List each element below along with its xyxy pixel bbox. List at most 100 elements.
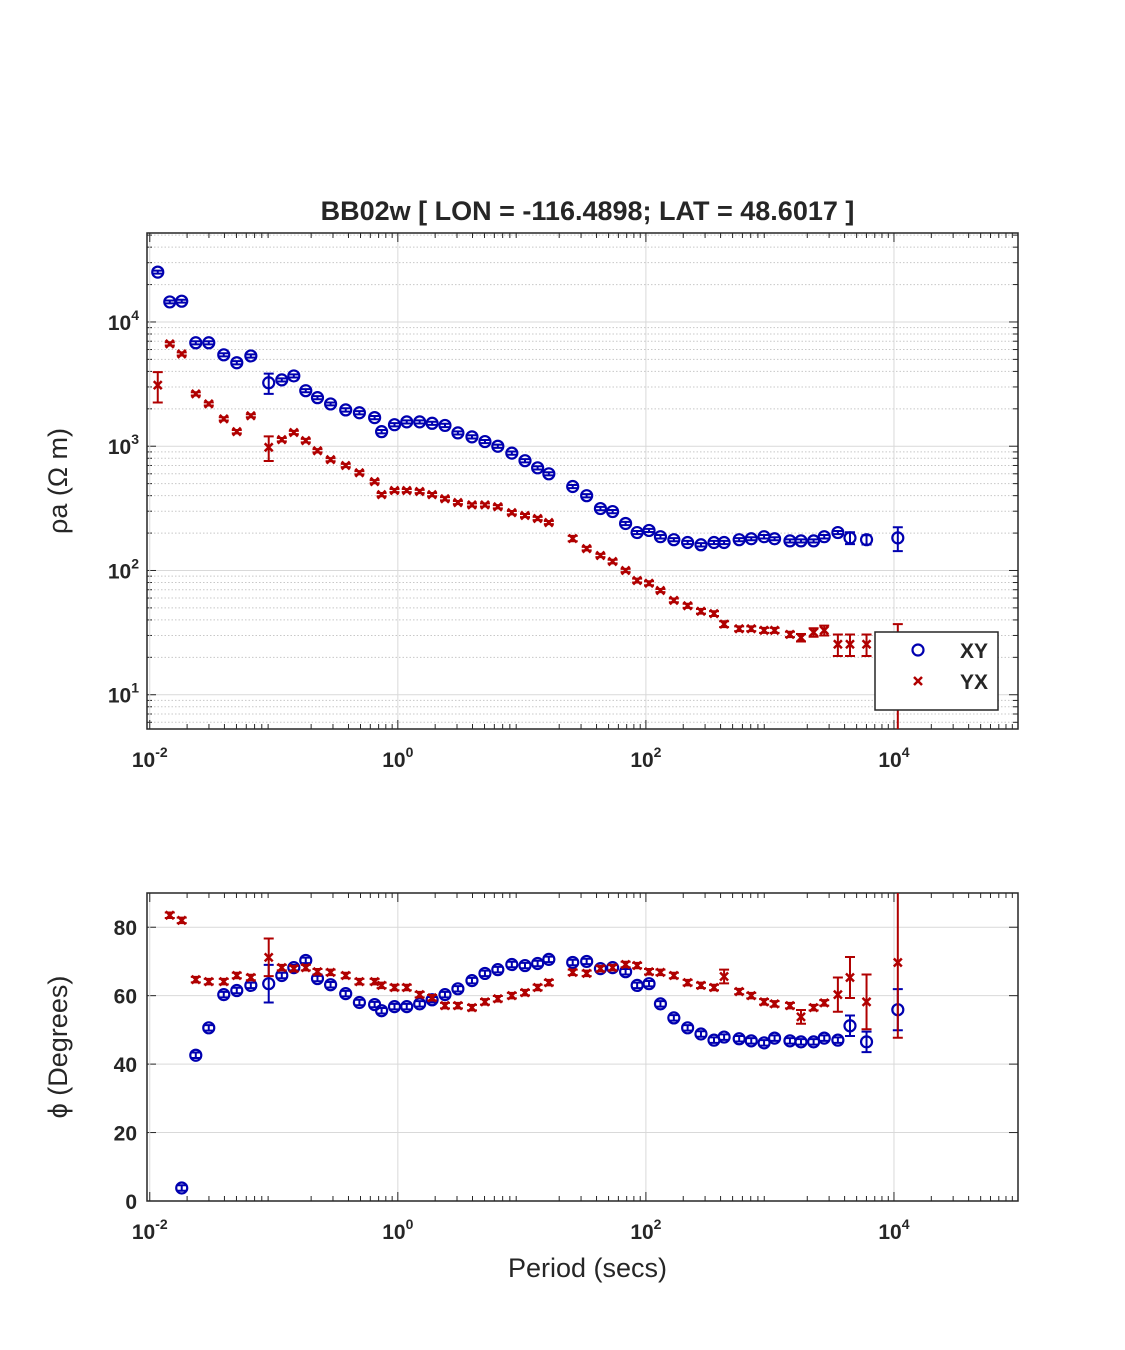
point: [694, 1027, 708, 1041]
point: [694, 538, 708, 552]
error-bar: [734, 537, 745, 543]
point: [819, 625, 830, 636]
point: [682, 977, 693, 988]
error-bar: [695, 542, 706, 548]
point: [176, 349, 187, 359]
point: [202, 1021, 216, 1035]
axes-box: [146, 892, 1019, 1202]
error-bar: [769, 1034, 780, 1042]
point: [653, 997, 668, 1011]
point: [769, 625, 780, 636]
error-bar: [620, 520, 631, 527]
legend-symbol: [913, 676, 923, 686]
error-bar: [245, 981, 256, 990]
y-axis-label: ϕ (Degrees): [43, 976, 73, 1119]
point: [354, 467, 365, 478]
point: [300, 962, 311, 973]
point: [414, 989, 425, 1000]
point: [152, 380, 163, 391]
error-bar: [312, 395, 323, 401]
point: [175, 294, 189, 308]
point: [543, 517, 554, 528]
point: [843, 531, 857, 545]
error-bar: [632, 981, 643, 990]
error-bar: [176, 1184, 187, 1192]
point: [369, 476, 380, 487]
error-bar: [808, 1038, 819, 1046]
point: [807, 534, 821, 548]
point: [832, 989, 843, 1000]
point: [262, 977, 276, 991]
point: [231, 426, 242, 437]
error-bar: [607, 508, 618, 515]
point: [340, 970, 351, 981]
point: [465, 974, 479, 988]
point: [667, 533, 681, 547]
error-bar: [682, 1024, 693, 1032]
legend-label: YX: [960, 671, 988, 694]
point: [217, 348, 231, 362]
error-bar: [532, 959, 543, 968]
point: [440, 1000, 450, 1011]
point: [176, 915, 187, 926]
error-bar: [719, 1033, 730, 1041]
point: [607, 556, 618, 567]
error-bar: [203, 340, 214, 346]
error-bar: [245, 353, 256, 359]
axes-box: [146, 232, 1019, 730]
point: [682, 600, 693, 611]
point: [744, 1034, 758, 1048]
error-bar: [746, 1037, 757, 1045]
point: [189, 1048, 203, 1062]
point: [759, 996, 769, 1007]
point: [891, 531, 905, 545]
y-axis-label: ρa (Ω m): [43, 428, 73, 534]
point: [164, 339, 175, 349]
point: [717, 535, 731, 550]
y-tick-label: 103: [108, 431, 139, 459]
point: [520, 510, 530, 521]
error-bar: [644, 979, 655, 988]
y-tick-label: 60: [114, 986, 137, 1009]
error-bar: [844, 1014, 855, 1038]
point: [300, 435, 311, 446]
point: [794, 1035, 808, 1049]
point: [593, 962, 608, 976]
error-bar: [414, 1000, 425, 1008]
point: [757, 1036, 771, 1050]
point: [618, 516, 633, 531]
point: [817, 1031, 831, 1045]
error-bar: [439, 990, 450, 999]
point: [581, 543, 592, 554]
point: [413, 997, 427, 1011]
error-bar: [414, 419, 425, 425]
error-bar: [427, 420, 438, 426]
point: [532, 982, 543, 993]
point: [566, 955, 580, 970]
point: [287, 369, 301, 383]
error-bar: [892, 526, 903, 553]
point: [709, 608, 719, 619]
point: [767, 532, 782, 546]
error-bar: [176, 298, 187, 304]
point: [831, 525, 845, 540]
point: [400, 415, 414, 429]
point: [505, 446, 519, 460]
point: [567, 967, 578, 978]
error-bar: [520, 961, 531, 970]
error-bar: [668, 537, 679, 543]
point: [427, 489, 438, 500]
point: [339, 987, 353, 1001]
error-bar: [682, 539, 693, 546]
error-bar: [288, 373, 299, 379]
error-bar: [708, 539, 719, 546]
error-bar: [543, 955, 554, 964]
error-bar: [784, 538, 795, 544]
point: [480, 996, 490, 1007]
error-bar: [354, 998, 365, 1007]
point: [325, 454, 336, 465]
point: [732, 533, 746, 547]
point: [376, 489, 387, 500]
point: [668, 970, 679, 981]
